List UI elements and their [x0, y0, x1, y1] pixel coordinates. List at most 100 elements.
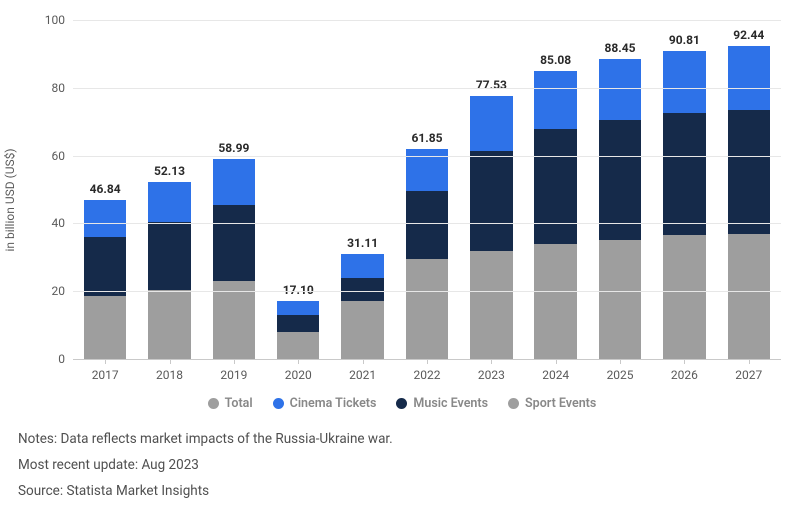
x-axis-label: 2020: [266, 362, 330, 390]
bar-slot: 46.84: [73, 20, 137, 359]
note-line-1: Notes: Data reflects market impacts of t…: [18, 431, 786, 447]
note-line-3: Source: Statista Market Insights: [18, 483, 786, 499]
bar-stack: [213, 159, 255, 359]
bar-segment: [599, 120, 641, 240]
bar-segment: [406, 259, 448, 359]
bar-segment: [663, 113, 705, 235]
bar-total-label: 88.45: [605, 41, 636, 55]
bar-total-label: 85.08: [540, 53, 571, 67]
grid-line: [73, 223, 781, 224]
bar-segment: [84, 200, 126, 237]
bar-segment: [534, 129, 576, 244]
bar-segment: [470, 151, 512, 251]
legend-item: Music Events: [396, 396, 488, 411]
bar-slot: 52.13: [137, 20, 201, 359]
x-axis-label: 2022: [395, 362, 459, 390]
plot-region: 46.84 52.13 58.99 17.10 31.11 61.85 77.53 85.08…: [73, 20, 781, 360]
legend-label: Sport Events: [525, 396, 596, 411]
legend-label: Cinema Tickets: [290, 396, 377, 411]
y-tick-label: 80: [25, 81, 73, 95]
bar-slot: 88.45: [588, 20, 652, 359]
y-tick-label: 20: [25, 284, 73, 298]
bar-segment: [341, 301, 383, 359]
bar-segment: [341, 254, 383, 278]
bar-slot: 85.08: [524, 20, 588, 359]
bar-segment: [277, 332, 319, 359]
bar-slot: 31.11: [330, 20, 394, 359]
grid-line: [73, 156, 781, 157]
y-tick-label: 0: [25, 352, 73, 366]
bar-stack: [599, 59, 641, 359]
bar-segment: [277, 301, 319, 315]
legend-swatch: [508, 398, 519, 409]
grid-line: [73, 291, 781, 292]
bar-segment: [84, 237, 126, 296]
legend-item: Sport Events: [508, 396, 596, 411]
bar-total-label: 77.53: [476, 78, 507, 92]
bar-segment: [534, 71, 576, 129]
legend-swatch: [208, 398, 219, 409]
bar-total-label: 31.11: [347, 236, 378, 250]
bar-segment: [213, 159, 255, 205]
bar-segment: [277, 315, 319, 332]
bar-segment: [728, 234, 770, 359]
y-tick-label: 100: [25, 13, 73, 27]
bar-segment: [663, 235, 705, 359]
legend: Total Cinema Tickets Music Events Sport Eve…: [18, 396, 786, 413]
bar-segment: [470, 96, 512, 150]
x-axis-label: 2023: [459, 362, 523, 390]
legend-item: Total: [208, 396, 253, 411]
y-tick-label: 40: [25, 216, 73, 230]
y-tick-label: 60: [25, 149, 73, 163]
bar-total-label: 17.10: [283, 283, 314, 297]
bar-stack: [148, 182, 190, 359]
bar-total-label: 92.44: [733, 28, 764, 42]
x-axis-label: 2021: [330, 362, 394, 390]
chart-area: in billion USD (US$) 46.8452.1358.9917.1…: [18, 10, 786, 390]
bar-total-label: 61.85: [411, 131, 442, 145]
bar-total-label: 46.84: [90, 182, 121, 196]
bar-segment: [213, 205, 255, 281]
bar-stack: [663, 51, 705, 359]
x-axis-label: 2027: [717, 362, 781, 390]
bar-segment: [728, 46, 770, 110]
bar-total-label: 58.99: [218, 141, 249, 155]
bar-slot: 58.99: [202, 20, 266, 359]
bar-stack: [728, 46, 770, 359]
bar-segment: [406, 191, 448, 259]
bar-segment: [148, 290, 190, 359]
bar-segment: [148, 222, 190, 290]
bar-segment: [599, 240, 641, 359]
bar-segment: [470, 251, 512, 359]
bar-total-label: 90.81: [669, 33, 700, 47]
bar-segment: [663, 51, 705, 113]
bar-segment: [534, 244, 576, 359]
x-axis-label: 2024: [524, 362, 588, 390]
x-axis-label: 2018: [137, 362, 201, 390]
bar-segment: [728, 110, 770, 234]
grid-line: [73, 88, 781, 89]
footer-notes: Notes: Data reflects market impacts of t…: [18, 431, 786, 499]
legend-swatch: [273, 398, 284, 409]
x-axis-label: 2017: [73, 362, 137, 390]
bar-stack: [341, 254, 383, 359]
legend-label: Total: [225, 396, 253, 411]
bar-segment: [599, 59, 641, 120]
bar-slot: 61.85: [395, 20, 459, 359]
bar-segment: [341, 278, 383, 302]
x-axis-labels: 2017201820192020202120222023202420252026…: [73, 362, 781, 390]
note-line-2: Most recent update: Aug 2023: [18, 457, 786, 473]
legend-swatch: [396, 398, 407, 409]
bar-segment: [84, 296, 126, 359]
chart-container: in billion USD (US$) 46.8452.1358.9917.1…: [0, 0, 804, 525]
bar-slot: 90.81: [652, 20, 716, 359]
bar-total-label: 52.13: [154, 164, 185, 178]
bar-stack: [406, 149, 448, 359]
bar-slot: 92.44: [717, 20, 781, 359]
x-axis-label: 2025: [588, 362, 652, 390]
x-axis-label: 2026: [652, 362, 716, 390]
bar-slot: 77.53: [459, 20, 523, 359]
legend-item: Cinema Tickets: [273, 396, 377, 411]
bar-segment: [148, 182, 190, 221]
x-axis-label: 2019: [202, 362, 266, 390]
